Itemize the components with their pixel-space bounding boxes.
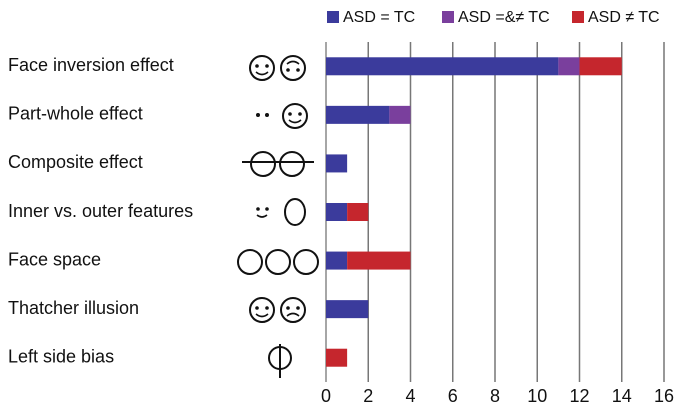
bar-segment — [558, 57, 579, 75]
bar-segment — [326, 106, 389, 124]
x-tick-label: 12 — [569, 386, 589, 406]
y-tick-label: Face space — [8, 249, 101, 269]
legend-swatch — [572, 11, 584, 23]
legend-label: ASD ≠ TC — [588, 9, 660, 26]
x-tick-label: 10 — [527, 386, 547, 406]
bar-segment — [326, 203, 347, 221]
x-tick-label: 2 — [363, 386, 373, 406]
bar-segment — [326, 154, 347, 172]
x-tick-label: 6 — [448, 386, 458, 406]
x-tick-label: 0 — [321, 386, 331, 406]
y-tick-label: Composite effect — [8, 152, 143, 172]
x-tick-label: 16 — [654, 386, 674, 406]
legend-label: ASD =&≠ TC — [458, 9, 550, 26]
y-tick-label: Part-whole effect — [8, 104, 143, 124]
x-tick-label: 8 — [490, 386, 500, 406]
x-tick-label: 14 — [612, 386, 632, 406]
legend-label: ASD = TC — [343, 9, 415, 26]
legend-swatch — [327, 11, 339, 23]
chart: 0 2 4 6 8 10 12 14 16 Face inversion effect Part-w… — [0, 0, 683, 412]
bar-segment — [326, 252, 347, 270]
bar-segment — [347, 203, 368, 221]
x-tick-label: 4 — [405, 386, 415, 406]
bar-segment — [347, 252, 410, 270]
y-tick-label: Thatcher illusion — [8, 298, 139, 318]
bar-segment — [326, 57, 558, 75]
bar-segment — [326, 300, 368, 318]
bar-segment — [389, 106, 410, 124]
y-tick-label: Left side bias — [8, 346, 114, 366]
face-icons — [238, 56, 318, 378]
y-tick-label: Face inversion effect — [8, 55, 174, 75]
legend-swatch — [442, 11, 454, 23]
bar-segment — [580, 57, 622, 75]
bar-segment — [326, 349, 347, 367]
y-tick-label: Inner vs. outer features — [8, 201, 193, 221]
